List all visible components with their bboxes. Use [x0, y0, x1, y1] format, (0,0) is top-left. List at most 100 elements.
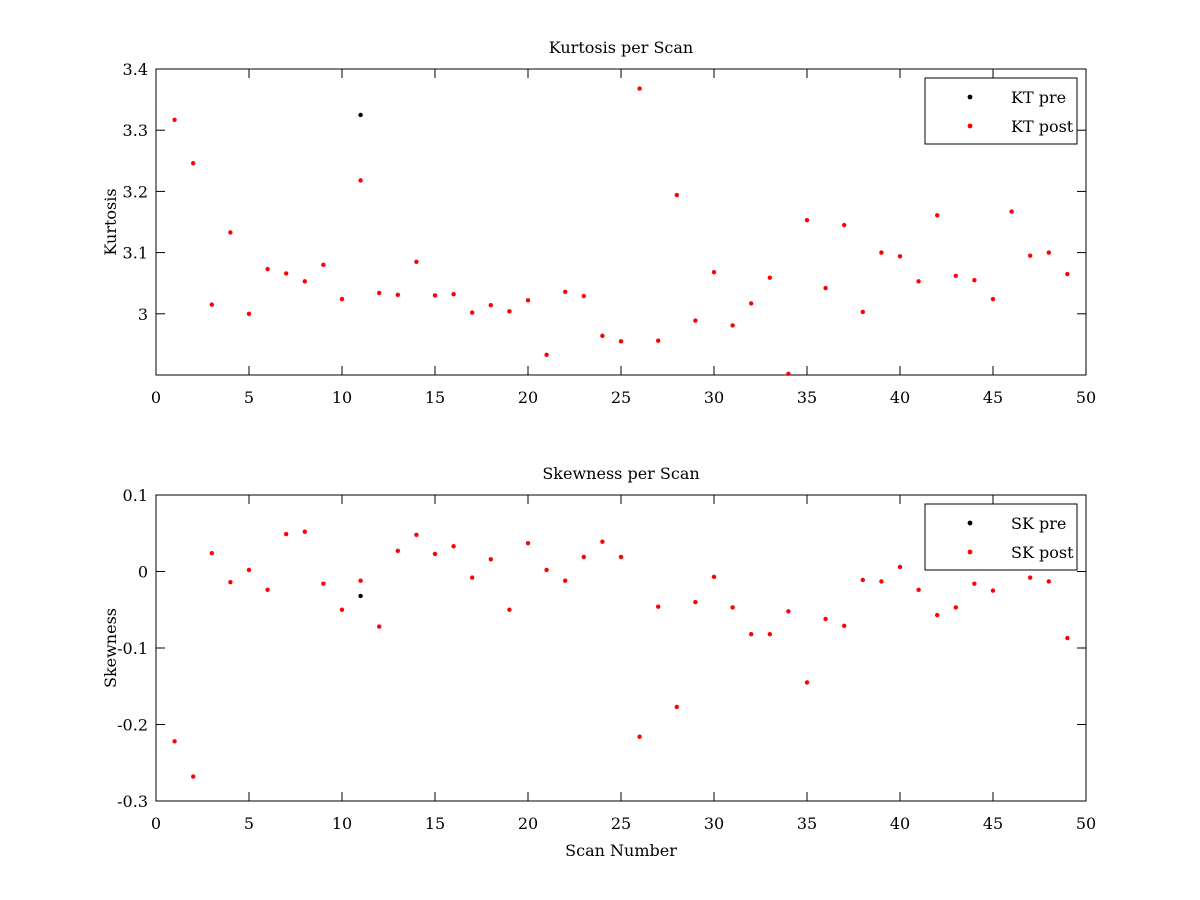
kurtosis-x-tick-label: 30	[704, 388, 724, 407]
kurtosis-legend: KT pre KT post	[924, 77, 1078, 145]
skewness-post-point	[935, 612, 940, 618]
skewness-post-point	[953, 605, 958, 610]
skewness-post-point	[395, 548, 400, 554]
kurtosis-post-point	[339, 296, 345, 302]
kurtosis-post-point	[990, 296, 996, 302]
skewness-x-tick-label: 0	[151, 814, 161, 833]
kurtosis-pre-point	[358, 112, 363, 118]
kurtosis-y-tick-label: 3	[138, 305, 148, 324]
skewness-x-axis-label: Scan Number	[565, 841, 677, 860]
skewness-post-point	[618, 554, 624, 560]
kurtosis-post-point	[395, 292, 400, 298]
kurtosis-post-point	[507, 309, 512, 314]
kurtosis-x-tick-label: 50	[1076, 388, 1096, 407]
kurtosis-x-tick-label: 35	[797, 388, 817, 407]
skewness-post-point	[600, 539, 605, 544]
skewness-post-point	[1065, 635, 1070, 641]
skewness-post-point	[451, 544, 456, 549]
kurtosis-post-point	[1009, 209, 1014, 214]
kurtosis-y-axis-label: Kurtosis	[101, 188, 120, 255]
kurtosis-post-point	[786, 371, 791, 376]
kurtosis-x-tick-label: 40	[890, 388, 910, 407]
kurtosis-legend-label: KT pre	[1011, 88, 1066, 107]
skewness-post-point	[990, 588, 996, 593]
skewness-x-tick-label: 20	[518, 814, 538, 833]
kurtosis-post-point	[730, 323, 735, 328]
skewness-post-point	[581, 554, 586, 560]
skewness-post-point	[265, 587, 270, 593]
kurtosis-post-point	[302, 279, 307, 284]
skewness-chart-title: Skewness per Scan	[542, 464, 699, 483]
kurtosis-post-point	[711, 269, 717, 275]
skewness-post-point	[972, 581, 977, 586]
skewness-legend: SK pre SK post	[924, 503, 1078, 571]
skewness-y-tick-label: -0.2	[117, 716, 148, 735]
skewness-legend-box	[924, 503, 1078, 571]
kurtosis-legend-marker	[967, 94, 973, 100]
kurtosis-post-point	[693, 318, 698, 323]
kurtosis-post-point	[209, 302, 214, 307]
kurtosis-x-tick-label: 25	[611, 388, 631, 407]
skewness-x-tick-label: 45	[983, 814, 1003, 833]
kurtosis-post-point	[1046, 250, 1052, 255]
skewness-post-point	[563, 578, 568, 583]
skewness-post-point	[172, 739, 177, 744]
kurtosis-legend-label: KT post	[1011, 117, 1074, 136]
skewness-x-tick-label: 10	[332, 814, 352, 833]
kurtosis-post-point	[804, 217, 810, 223]
kurtosis-post-point	[172, 117, 177, 122]
kurtosis-post-point	[767, 275, 772, 280]
skewness-x-tick-label: 35	[797, 814, 817, 833]
kurtosis-post-point	[1065, 271, 1070, 277]
kurtosis-post-point	[637, 86, 642, 91]
skewness-x-tick-label: 40	[890, 814, 910, 833]
kurtosis-x-tick-label: 20	[518, 388, 538, 407]
kurtosis-post-point	[656, 338, 661, 343]
skewness-post-point	[284, 531, 289, 537]
skewness-post-point	[656, 604, 661, 609]
skewness-post-point	[916, 587, 921, 593]
skewness-post-point	[767, 632, 772, 637]
kurtosis-chart-title: Kurtosis per Scan	[549, 38, 693, 57]
skewness-x-tick-label: 15	[425, 814, 445, 833]
kurtosis-post-point	[544, 352, 549, 358]
kurtosis-post-point	[600, 333, 605, 339]
skewness-post-point	[432, 551, 438, 557]
kurtosis-post-point	[377, 290, 382, 296]
kurtosis-post-point	[246, 311, 252, 316]
skewness-post-point	[823, 616, 828, 622]
skewness-post-point	[209, 550, 214, 556]
kurtosis-post-point	[842, 222, 847, 228]
kurtosis-post-point	[1028, 253, 1033, 258]
kurtosis-y-tick-label: 3.3	[123, 121, 148, 140]
skewness-post-point	[525, 540, 531, 546]
skewness-post-point	[637, 734, 642, 739]
skewness-legend-label: SK pre	[1011, 514, 1066, 533]
kurtosis-post-point	[451, 292, 456, 297]
kurtosis-post-point	[321, 262, 326, 268]
kurtosis-post-point	[470, 310, 475, 315]
skewness-post-point	[414, 532, 419, 537]
kurtosis-post-point	[265, 266, 270, 272]
skewness-post-point	[674, 704, 679, 710]
skewness-y-tick-label: 0	[138, 563, 148, 582]
skewness-y-tick-label: 0.1	[123, 486, 148, 505]
kurtosis-legend-box	[924, 77, 1078, 145]
kurtosis-x-tick-label: 10	[332, 388, 352, 407]
kurtosis-x-tick-label: 0	[151, 388, 161, 407]
kurtosis-post-point	[823, 285, 828, 291]
kurtosis-post-point	[674, 192, 679, 198]
skewness-y-axis-label: Skewness	[101, 608, 120, 688]
skewness-post-point	[1028, 575, 1033, 580]
skewness-post-point	[897, 564, 903, 570]
kurtosis-chart: 0 5 10 15 20 25 30 35 40 45 50 3 3.1 3.2 3.3 3.4 Kurtosi…	[101, 38, 1096, 407]
kurtosis-post-point	[432, 293, 438, 298]
skewness-post-point	[544, 567, 549, 573]
skewness-y-tick-label: -0.1	[117, 639, 148, 658]
skewness-post-point	[339, 607, 345, 612]
kurtosis-x-tick-label: 5	[244, 388, 254, 407]
kurtosis-post-point	[191, 161, 196, 166]
skewness-post-point	[470, 575, 475, 580]
skewness-post-point	[1046, 579, 1052, 584]
skewness-x-tick-label: 50	[1076, 814, 1096, 833]
